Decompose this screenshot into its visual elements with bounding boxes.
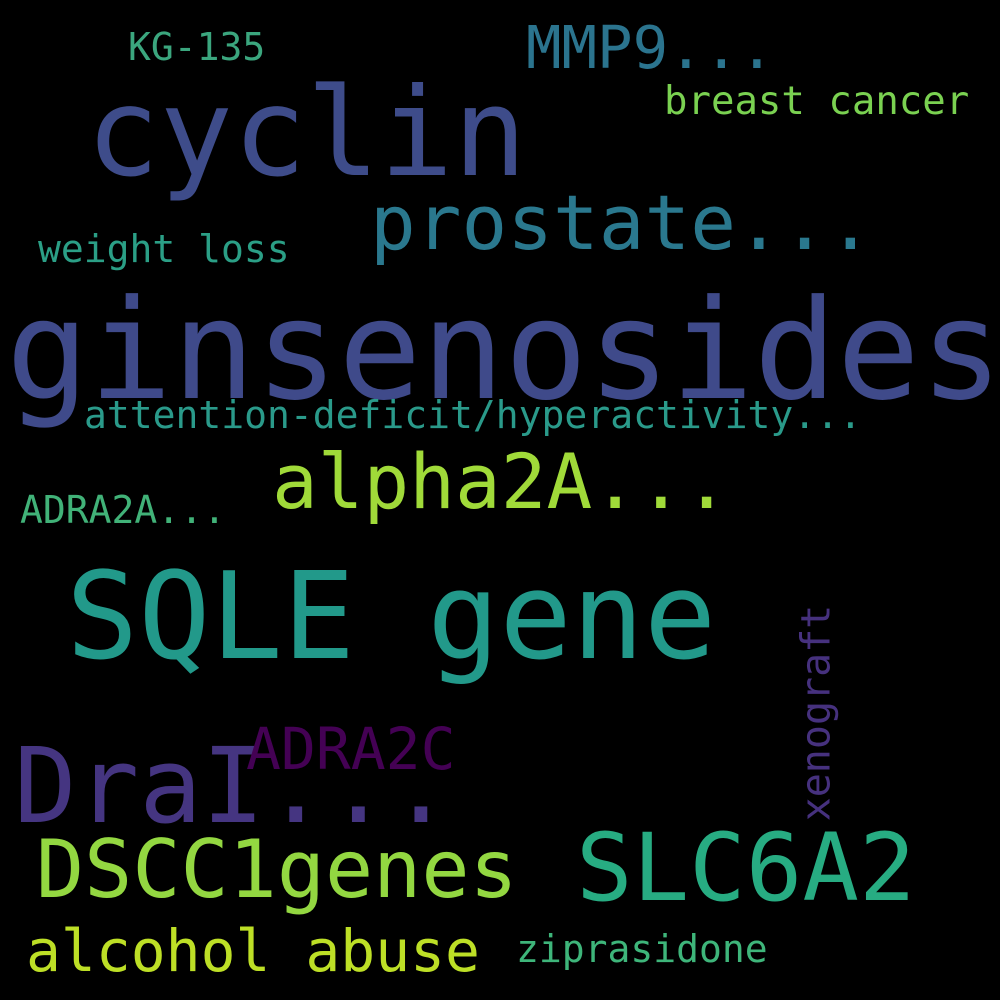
- word-adra2c: ADRA2C: [246, 715, 456, 783]
- word-sqle-gene: SQLE gene: [66, 548, 717, 687]
- word-xenograft: xenograft: [793, 604, 840, 822]
- word-adra2a: ADRA2A...: [20, 488, 226, 532]
- word-attention: attention-deficit/hyperactivity...: [84, 393, 862, 437]
- word-prostate: prostate...: [370, 178, 874, 267]
- word-mmp9: MMP9...: [526, 13, 775, 82]
- word-kg-135: KG-135: [128, 25, 266, 69]
- word-dscc1genes: DSCC1genes: [36, 823, 518, 916]
- word-ziprasidone: ziprasidone: [516, 927, 768, 971]
- word-slc6a2: SLC6A2: [576, 814, 916, 923]
- word-drai: DraI...: [14, 725, 453, 847]
- word-alpha2a: alpha2A...: [272, 437, 730, 526]
- word-breast-cancer: breast cancer: [664, 79, 970, 124]
- word-cyclin: cyclin: [86, 62, 527, 204]
- word-ginsenosides: ginsenosides: [6, 270, 1000, 431]
- word-alcohol-abuse: alcohol abuse: [26, 917, 480, 985]
- word-weight-loss: weight loss: [38, 227, 290, 271]
